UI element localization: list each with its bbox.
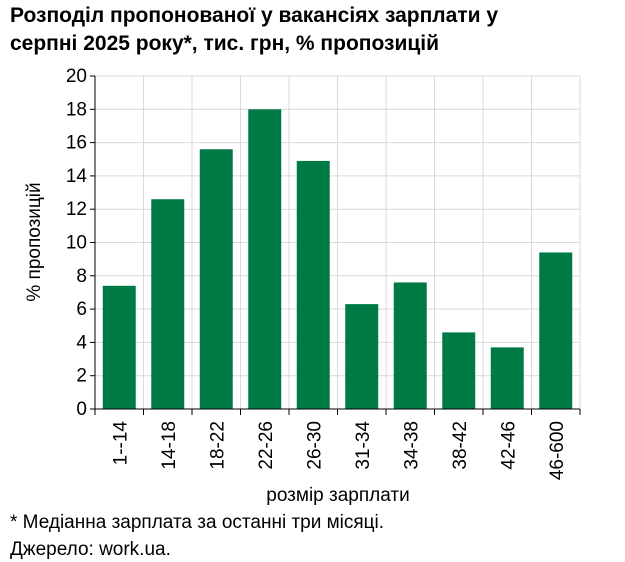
x-tick-label: 26-30 [304,421,325,470]
x-axis-label: розмір зарплати [266,485,409,506]
x-tick-label: 1--14 [110,421,131,466]
x-tick-labels: 1--14 14-18 18-22 22-26 26-30 31-34 34-38 38-42… [110,421,568,481]
bar-42-46 [490,347,524,409]
bar-1--14 [102,285,136,409]
y-tick-label: 12 [66,199,87,220]
bar-38-42 [442,332,476,409]
y-tick-label: 6 [76,299,87,320]
bar-26-30 [296,160,330,409]
bar-46-600 [539,252,573,409]
chart-title-line-1: Розподіл пропонованої у вакансіях зарпла… [10,4,499,27]
x-tick-label: 42-46 [498,421,519,470]
y-axis-label: % пропозицій [24,182,45,301]
bar-31-34 [345,304,379,409]
y-tick-label: 10 [66,233,87,254]
bar-22-26 [248,109,282,410]
x-tick-label: 31-34 [353,421,374,470]
chart-title-line-2: серпні 2025 року*, тис. грн, % пропозиці… [10,32,440,55]
x-tick-label: 34-38 [401,421,422,470]
axes [90,75,581,415]
source-note: Джерело: work.ua. [10,539,171,560]
bar-14-18 [151,199,185,409]
x-tick-label: 46-600 [547,421,568,480]
footnote: * Медіанна зарплата за останні три місяц… [10,512,385,533]
bars [102,109,573,410]
x-tick-label: 22-26 [256,421,277,470]
y-tick-label: 4 [76,332,87,353]
y-tick-label: 16 [66,133,87,154]
y-tick-label: 8 [76,266,87,287]
x-tick-label: 14-18 [159,421,180,470]
y-tick-label: 0 [76,399,87,420]
y-tick-label: 18 [66,99,87,120]
chart-title: Розподіл пропонованої у вакансіях зарпла… [10,2,615,58]
x-tick-label: 38-42 [450,421,471,470]
y-tick-label: 14 [66,166,88,187]
bar-34-38 [393,282,427,409]
bar-18-22 [199,149,233,409]
y-tick-label: 20 [66,66,87,87]
bar-chart: 0 2 4 6 8 10 12 14 16 18 20 1--14 14-18 18-22 22-26 26… [24,66,581,506]
y-tick-labels: 0 2 4 6 8 10 12 14 16 18 20 [66,66,88,420]
x-tick-label: 18-22 [207,421,228,470]
y-tick-label: 2 [76,366,87,387]
